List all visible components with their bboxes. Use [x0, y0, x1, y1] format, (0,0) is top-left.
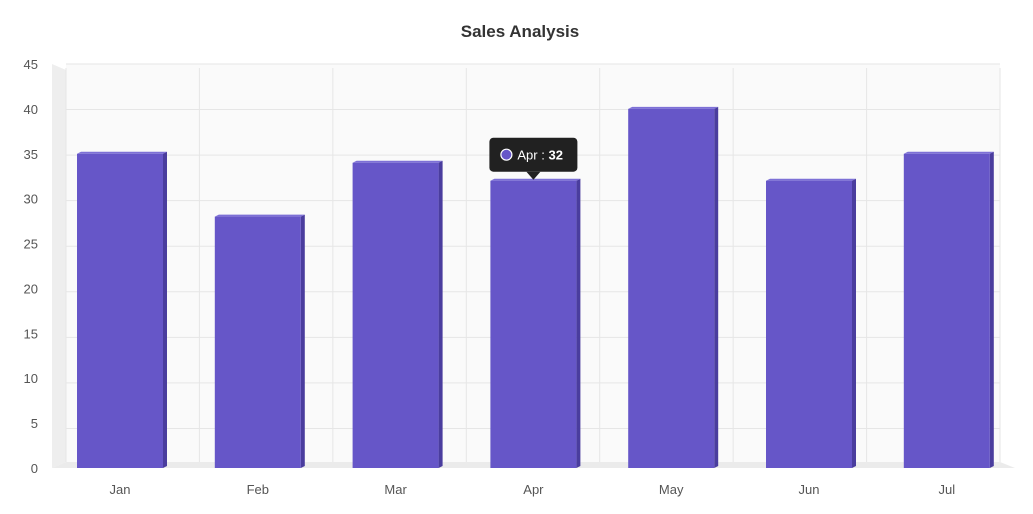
x-tick-label: Feb	[247, 482, 269, 497]
bar-front-face	[766, 180, 852, 468]
bar-front-face	[628, 108, 715, 468]
tooltip-pointer	[526, 171, 541, 180]
x-axis: Jan Feb Mar Apr May Jun Jul	[110, 482, 956, 497]
bar-top-face	[77, 151, 167, 154]
bar-top-face	[214, 214, 305, 217]
bar-side-face	[989, 151, 994, 468]
side-wall	[52, 64, 66, 468]
bar-top-face	[628, 106, 719, 109]
x-tick-label: Apr	[523, 482, 544, 497]
y-tick-label: 15	[24, 326, 38, 341]
tooltip-value: 32	[548, 148, 562, 163]
x-tick-label: Jun	[799, 482, 820, 497]
bar-front-face	[352, 162, 439, 468]
x-tick-label: Jan	[110, 482, 131, 497]
bar-jun	[766, 178, 856, 468]
x-tick-label: Mar	[384, 482, 407, 497]
tooltip-text: Apr : 32	[517, 148, 563, 163]
tooltip-box	[489, 137, 578, 172]
bar-side-face	[714, 106, 719, 468]
bar-front-face	[214, 216, 301, 468]
y-tick-label: 20	[24, 281, 38, 296]
tooltip-label: Apr :	[517, 148, 548, 163]
y-tick-label: 45	[24, 57, 38, 72]
bar-side-face	[852, 178, 856, 468]
x-tick-label: Jul	[938, 482, 955, 497]
bar-front-face	[77, 153, 163, 468]
y-tick-label: 25	[24, 237, 38, 252]
bar-front-face	[903, 153, 990, 468]
bar-jul	[903, 151, 994, 468]
bar-feb	[214, 214, 305, 468]
bar-jan	[77, 151, 167, 468]
bar-side-face	[438, 160, 443, 468]
bar-side-face	[163, 151, 167, 468]
y-tick-label: 30	[24, 192, 38, 207]
bar-top-face	[490, 178, 581, 181]
bar-side-face	[300, 214, 305, 468]
chart-title: Sales Analysis	[461, 22, 579, 41]
y-tick-label: 35	[24, 147, 38, 162]
x-tick-label: May	[659, 482, 684, 497]
bar-series	[77, 106, 994, 468]
bar-tooltip: Apr : 32	[489, 137, 578, 180]
y-tick-label: 0	[31, 461, 38, 476]
y-tick-label: 40	[24, 102, 38, 117]
y-tick-label: 10	[24, 371, 38, 386]
bar-mar	[352, 160, 443, 468]
bar-top-face	[352, 160, 443, 163]
y-tick-label: 5	[31, 416, 38, 431]
bar-top-face	[903, 151, 994, 154]
bar-may	[628, 106, 719, 468]
bar-front-face	[490, 180, 577, 468]
bar-side-face	[576, 178, 581, 468]
bar-apr	[490, 178, 581, 468]
tooltip-marker-icon	[500, 148, 513, 161]
y-axis: 0 5 10 15 20 25 30 35 40 45	[24, 57, 38, 476]
bar-top-face	[766, 178, 856, 181]
